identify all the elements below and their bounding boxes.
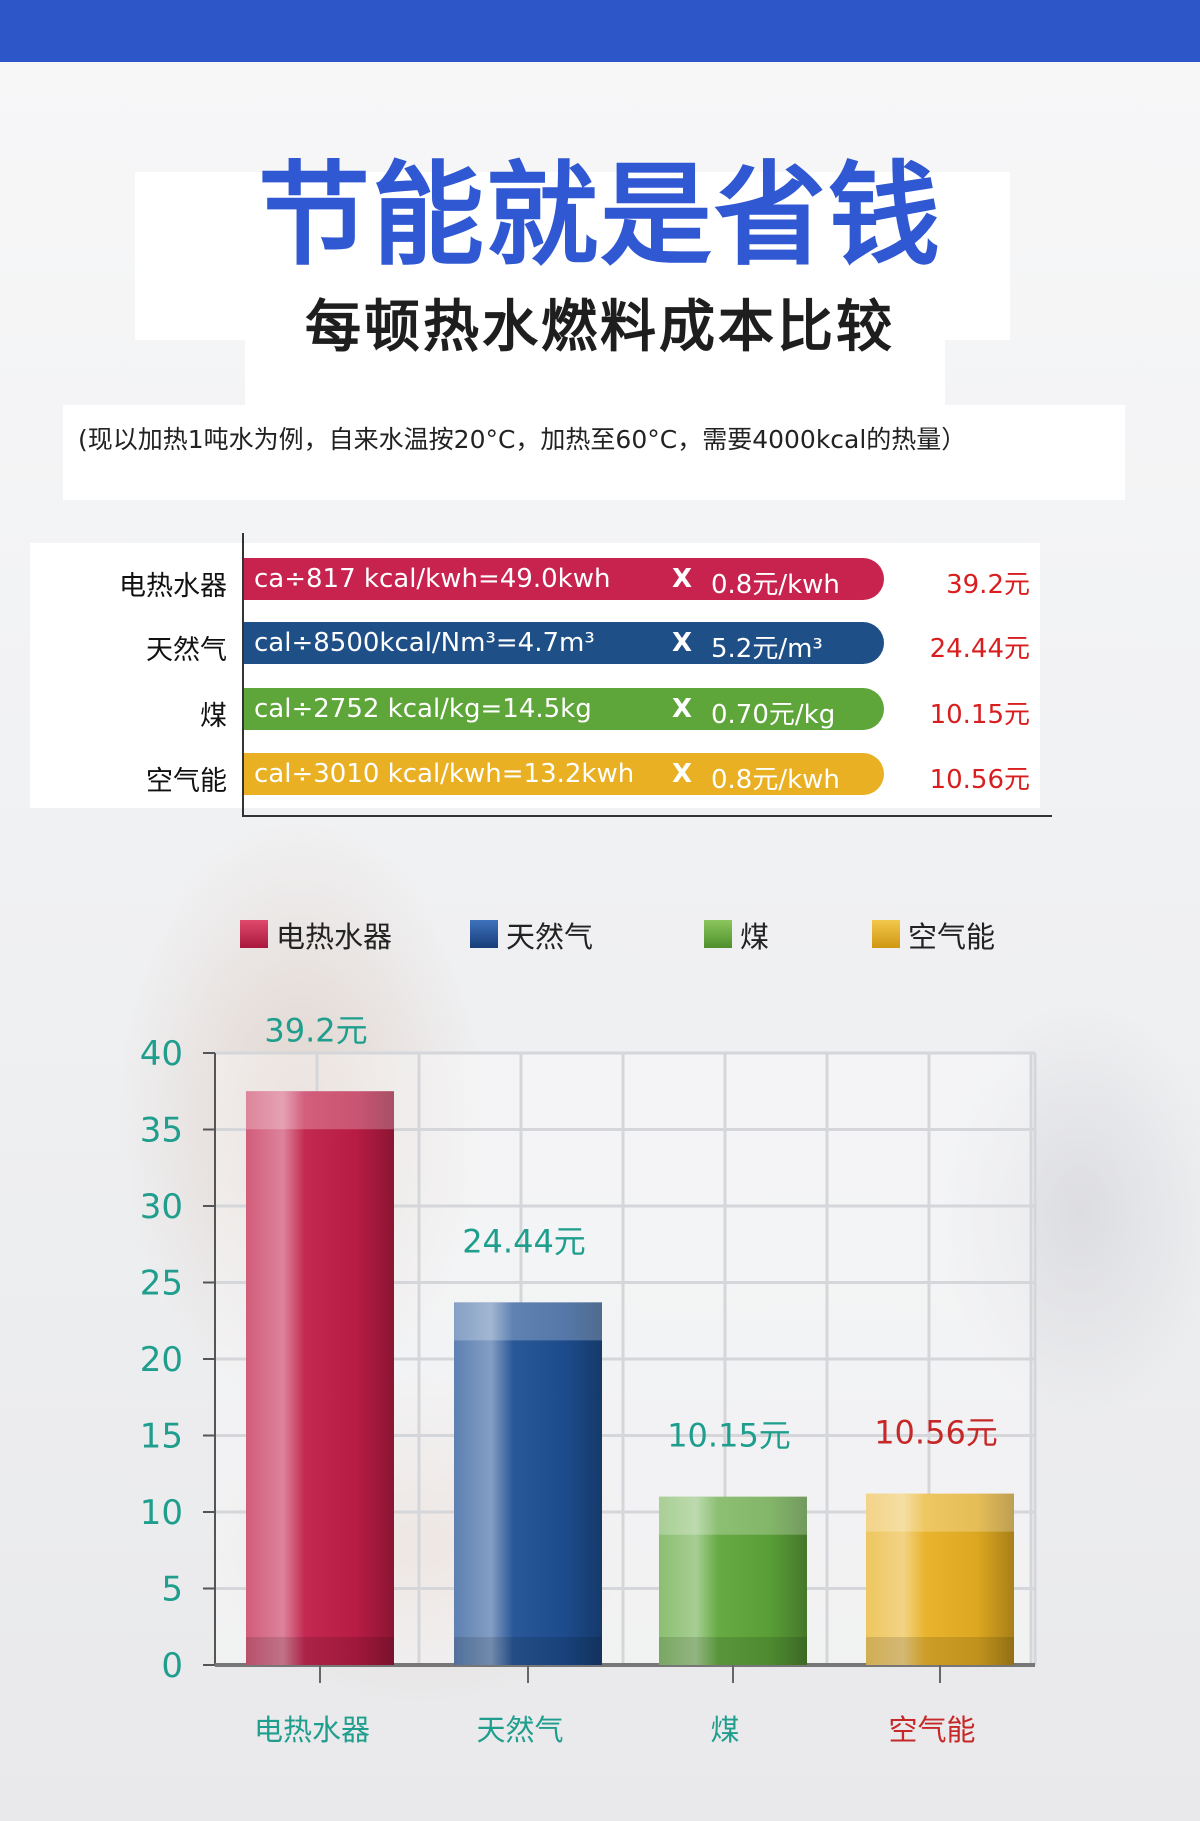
calculation-note: (现以加热1吨水为例，自来水温按20°C，加热至60°C，需要4000kcal的… — [78, 425, 967, 454]
y-tick-label: 35 — [140, 1111, 183, 1151]
page-title: 节能就是省钱 — [258, 151, 942, 281]
y-tick-label: 25 — [140, 1264, 183, 1304]
unit-price: 0.70元/kg — [711, 700, 836, 730]
cost-formula-pill: cal÷8500kcal/Nm³=4.7m³ X 5.2元/m³ — [244, 622, 884, 664]
cost-row-label: 电热水器 — [119, 571, 227, 602]
cost-formula: cal÷3010 kcal/kwh=13.2kwh — [254, 759, 635, 789]
bar-base-band — [659, 1637, 807, 1665]
cost-row-air-energy: 空气能 cal÷3010 kcal/kwh=13.2kwh X 0.8元/kwh… — [0, 751, 1200, 799]
times-sign: X — [672, 694, 693, 724]
y-tick-label: 30 — [140, 1187, 183, 1227]
cost-row-electric: 电热水器 ca÷817 kcal/kwh=49.0kwh X 0.8元/kwh … — [0, 556, 1200, 604]
legend-label: 天然气 — [506, 920, 594, 954]
cost-table-vertical-axis — [242, 533, 244, 816]
x-category-label: 煤 — [710, 1713, 739, 1747]
bar-base-band — [866, 1637, 1014, 1665]
legend-swatch — [704, 920, 732, 948]
bar-value-label: 39.2元 — [264, 1011, 367, 1049]
y-tick-label: 40 — [140, 1034, 183, 1074]
bar-top-cap — [866, 1493, 1014, 1532]
legend-label: 空气能 — [908, 920, 996, 954]
cost-result: 39.2元 — [946, 570, 1030, 600]
bar-highlight — [659, 1496, 807, 1665]
x-category-label: 天然气 — [476, 1713, 563, 1747]
y-tick-label: 15 — [140, 1417, 183, 1457]
bar-highlight — [866, 1493, 1014, 1665]
cost-formula-pill: cal÷2752 kcal/kg=14.5kg X 0.70元/kg — [244, 688, 884, 730]
bar-top-cap — [454, 1302, 602, 1341]
subtitle-panel — [245, 300, 945, 410]
cost-table-baseline — [242, 815, 1052, 817]
cost-row-gas: 天然气 cal÷8500kcal/Nm³=4.7m³ X 5.2元/m³ 24.… — [0, 620, 1200, 668]
cost-row-label: 天然气 — [146, 635, 227, 666]
cost-result: 24.44元 — [929, 634, 1030, 664]
y-tick-label: 10 — [140, 1493, 183, 1533]
legend-label: 电热水器 — [276, 920, 393, 954]
x-category-label: 空气能 — [888, 1713, 975, 1747]
bar-1 — [246, 1091, 394, 1665]
cost-row-label: 空气能 — [146, 766, 227, 797]
times-sign: X — [672, 628, 693, 658]
times-sign: X — [672, 759, 693, 789]
bar-value-label: 10.56元 — [874, 1414, 998, 1452]
times-sign: X — [672, 564, 693, 594]
unit-price: 0.8元/kwh — [711, 570, 840, 600]
legend-label: 煤 — [740, 920, 770, 954]
legend-swatch — [470, 920, 498, 948]
bar-value-label: 10.15元 — [667, 1417, 791, 1455]
bar-value-label: 24.44元 — [462, 1222, 586, 1260]
cost-formula-pill: ca÷817 kcal/kwh=49.0kwh X 0.8元/kwh — [244, 558, 884, 600]
cost-result: 10.15元 — [929, 700, 1030, 730]
unit-price: 0.8元/kwh — [711, 765, 840, 795]
bar-highlight — [246, 1091, 394, 1665]
bar-base-band — [246, 1637, 394, 1665]
cost-row-label: 煤 — [200, 701, 227, 732]
legend-swatch — [872, 920, 900, 948]
cost-formula-pill: cal÷3010 kcal/kwh=13.2kwh X 0.8元/kwh — [244, 753, 884, 795]
bar-2 — [454, 1302, 602, 1665]
cost-row-coal: 煤 cal÷2752 kcal/kg=14.5kg X 0.70元/kg 10.… — [0, 686, 1200, 734]
cost-formula: cal÷8500kcal/Nm³=4.7m³ — [254, 628, 595, 658]
top-banner-bar — [0, 0, 1200, 62]
x-category-label: 电热水器 — [254, 1713, 370, 1747]
bar-top-cap — [246, 1091, 394, 1130]
bar-3 — [659, 1496, 807, 1665]
cost-result: 10.56元 — [929, 765, 1030, 795]
cost-formula: cal÷2752 kcal/kg=14.5kg — [254, 694, 592, 724]
bar-base-band — [454, 1637, 602, 1665]
bar-top-cap — [659, 1496, 807, 1535]
y-tick-label: 5 — [161, 1570, 183, 1610]
legend-swatch — [240, 920, 268, 948]
cost-formula: ca÷817 kcal/kwh=49.0kwh — [254, 564, 611, 594]
note-panel — [63, 405, 1125, 500]
unit-price: 5.2元/m³ — [711, 634, 823, 664]
y-tick-label: 0 — [161, 1646, 183, 1686]
page-subtitle: 每顿热水燃料成本比较 — [305, 295, 895, 360]
y-tick-label: 20 — [140, 1340, 183, 1380]
bar-highlight — [454, 1302, 602, 1665]
bar-4 — [866, 1493, 1014, 1665]
